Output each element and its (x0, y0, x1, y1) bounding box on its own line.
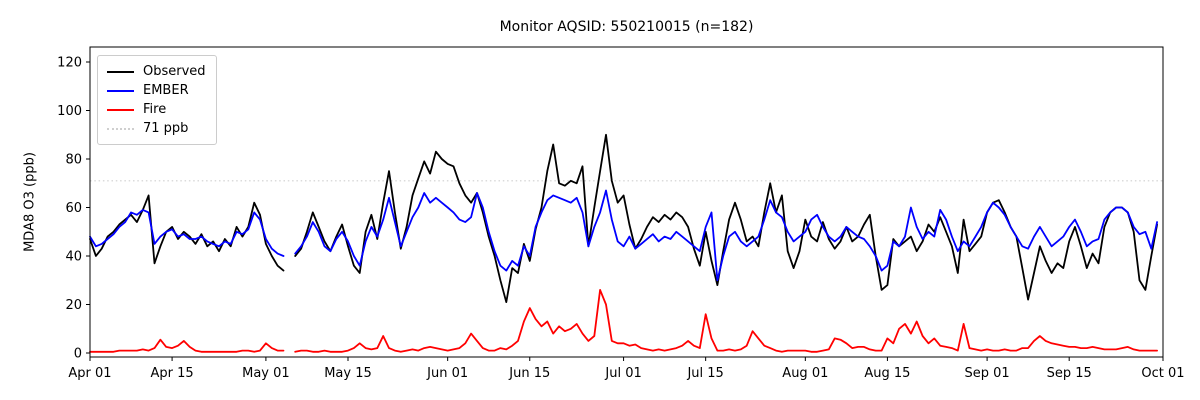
legend-label: Fire (143, 102, 167, 117)
y-tick-label: 60 (65, 201, 82, 216)
series-fire-line (294, 288, 1158, 353)
x-tick-label: Sep 15 (1047, 366, 1092, 381)
legend-label: EMBER (143, 83, 189, 98)
legend-swatch-threshold (107, 127, 134, 130)
x-tick-label: Sep 01 (965, 366, 1010, 381)
x-tick-label: Apr 15 (151, 366, 194, 381)
y-tick-label: 120 (57, 56, 82, 71)
x-tick-label: Apr 01 (68, 366, 111, 381)
plot-border (89, 46, 1164, 358)
legend: Observed EMBER Fire 71 ppb (97, 55, 217, 145)
x-tick-label: May 15 (324, 366, 372, 381)
y-tick-label: 20 (65, 298, 82, 313)
y-tick-label: 100 (57, 104, 82, 119)
x-tick-label: May 01 (242, 366, 290, 381)
y-tick-label: 40 (65, 250, 82, 265)
x-tick-label: Aug 01 (782, 366, 828, 381)
series-ember-line (89, 208, 285, 257)
y-tick-label: 0 (74, 347, 82, 362)
legend-swatch-observed (107, 70, 134, 73)
series-ember-line (294, 189, 1158, 282)
legend-label: 71 ppb (143, 121, 189, 136)
x-tick-label: Jun 15 (508, 366, 550, 381)
legend-item-fire: Fire (107, 100, 206, 119)
legend-label: Observed (143, 64, 206, 79)
legend-swatch-fire (107, 108, 134, 111)
x-tick-label: Oct 01 (1141, 366, 1184, 381)
y-tick-label: 80 (65, 153, 82, 168)
legend-swatch-ember (107, 89, 134, 92)
legend-item-ember: EMBER (107, 81, 206, 100)
series-observed-line (89, 194, 285, 272)
x-tick-label: Jun 01 (426, 366, 468, 381)
chart-title: Monitor AQSID: 550210015 (n=182) (499, 19, 754, 35)
series-observed-line (294, 133, 1158, 304)
x-tick-label: Aug 15 (864, 366, 910, 381)
x-tick-label: Jul 01 (604, 366, 641, 381)
x-tick-label: Jul 15 (686, 366, 723, 381)
legend-item-71-ppb: 71 ppb (107, 119, 206, 138)
legend-item-observed: Observed (107, 62, 206, 81)
series-fire-line (89, 338, 285, 353)
